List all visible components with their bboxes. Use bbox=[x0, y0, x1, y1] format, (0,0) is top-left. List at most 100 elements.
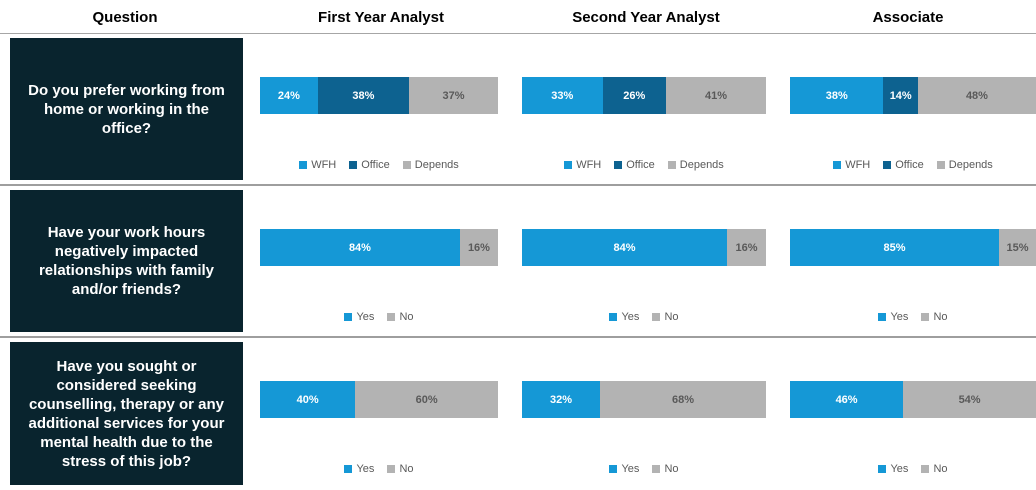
question-cell: Have your work hours negatively impacted… bbox=[0, 186, 250, 336]
legend-item-wfh: WFH bbox=[299, 159, 336, 171]
legend-item-yes: Yes bbox=[878, 311, 908, 323]
legend-item-yes: Yes bbox=[878, 463, 908, 475]
question-row-wfh-office: Do you prefer working from home or worki… bbox=[0, 34, 1036, 186]
chart-cell-first-year-analyst: 24% 38% 37% WFH Office Depends bbox=[250, 34, 512, 184]
question-box: Have you sought or considered seeking co… bbox=[10, 342, 243, 485]
legend-swatch-icon bbox=[667, 161, 676, 169]
legend-item-depends: Depends bbox=[936, 159, 993, 171]
legend-item-no: No bbox=[921, 311, 948, 323]
question-text: Have your work hours negatively impacted… bbox=[38, 224, 215, 298]
legend-swatch-icon bbox=[614, 161, 623, 169]
legend-swatch-icon bbox=[921, 465, 930, 473]
bar-segment-depends: 41% bbox=[665, 77, 766, 114]
question-box: Do you prefer working from home or worki… bbox=[10, 38, 243, 180]
legend: Yes No bbox=[522, 311, 766, 323]
legend-label: WFH bbox=[845, 159, 871, 171]
legend-swatch-icon bbox=[344, 465, 353, 473]
legend-label: Yes bbox=[621, 311, 640, 323]
bar-segment-yes: 84% bbox=[522, 229, 727, 266]
chart-cell-second-year-analyst: 33% 26% 41% WFH Office Depends bbox=[512, 34, 780, 184]
legend-swatch-icon bbox=[299, 161, 308, 169]
legend-swatch-icon bbox=[878, 313, 887, 321]
legend-label: WFH bbox=[311, 159, 337, 171]
question-text: Have you sought or considered seeking co… bbox=[28, 357, 225, 470]
bar-segment-yes: 46% bbox=[790, 381, 904, 418]
stacked-bar: 33% 26% 41% bbox=[522, 77, 766, 114]
stacked-bar: 85% 15% bbox=[790, 229, 1036, 266]
legend-label: Depends bbox=[679, 159, 724, 171]
legend-item-depends: Depends bbox=[667, 159, 724, 171]
legend-swatch-icon bbox=[883, 161, 892, 169]
legend-item-no: No bbox=[387, 311, 414, 323]
legend-swatch-icon bbox=[833, 161, 842, 169]
stacked-bar: 84% 16% bbox=[260, 229, 498, 266]
legend-swatch-icon bbox=[344, 313, 353, 321]
legend-label: No bbox=[664, 311, 679, 323]
legend-label: No bbox=[664, 463, 679, 475]
legend-label: No bbox=[399, 463, 414, 475]
legend-item-office: Office bbox=[883, 159, 924, 171]
bar-segment-yes: 40% bbox=[260, 381, 356, 418]
legend-item-yes: Yes bbox=[609, 311, 639, 323]
legend-label: Depends bbox=[414, 159, 459, 171]
legend-swatch-icon bbox=[564, 161, 573, 169]
legend-item-no: No bbox=[387, 463, 414, 475]
legend: WFH Office Depends bbox=[260, 159, 498, 171]
legend-item-no: No bbox=[652, 311, 679, 323]
legend-label: Yes bbox=[356, 311, 375, 323]
bar-segment-wfh: 33% bbox=[522, 77, 603, 114]
question-row-work-hours-relationships: Have your work hours negatively impacted… bbox=[0, 186, 1036, 338]
question-text: Do you prefer working from home or worki… bbox=[28, 81, 225, 137]
legend-swatch-icon bbox=[387, 465, 396, 473]
bar-segment-office: 26% bbox=[602, 77, 666, 114]
legend: Yes No bbox=[790, 463, 1036, 475]
legend-label: Office bbox=[895, 159, 924, 171]
legend-swatch-icon bbox=[609, 465, 618, 473]
legend-item-yes: Yes bbox=[609, 463, 639, 475]
legend-item-office: Office bbox=[349, 159, 390, 171]
chart-cell-associate: 38% 14% 48% WFH Office Depends bbox=[780, 34, 1036, 184]
legend: Yes No bbox=[790, 311, 1036, 323]
legend-item-yes: Yes bbox=[344, 463, 374, 475]
legend-label: WFH bbox=[576, 159, 602, 171]
legend-item-office: Office bbox=[614, 159, 655, 171]
question-box: Have your work hours negatively impacted… bbox=[10, 190, 243, 332]
legend: WFH Office Depends bbox=[522, 159, 766, 171]
legend-label: No bbox=[933, 463, 948, 475]
bar-segment-no: 15% bbox=[999, 229, 1036, 266]
bar-segment-no: 16% bbox=[459, 229, 498, 266]
legend-label: No bbox=[933, 311, 948, 323]
legend: WFH Office Depends bbox=[790, 159, 1036, 171]
chart-cell-associate: 46% 54% Yes No bbox=[780, 338, 1036, 489]
bar-segment-no: 54% bbox=[903, 381, 1036, 418]
chart-cell-first-year-analyst: 84% 16% Yes No bbox=[250, 186, 512, 336]
legend-item-yes: Yes bbox=[344, 311, 374, 323]
legend-label: Office bbox=[626, 159, 655, 171]
legend-item-wfh: WFH bbox=[833, 159, 870, 171]
bar-segment-wfh: 38% bbox=[790, 77, 884, 114]
chart-cell-first-year-analyst: 40% 60% Yes No bbox=[250, 338, 512, 489]
bar-segment-no: 68% bbox=[600, 381, 766, 418]
bar-segment-depends: 37% bbox=[409, 77, 499, 114]
question-cell: Have you sought or considered seeking co… bbox=[0, 338, 250, 489]
legend-swatch-icon bbox=[878, 465, 887, 473]
column-header-second-year-analyst: Second Year Analyst bbox=[572, 9, 720, 26]
header-row: Question First Year Analyst Second Year … bbox=[0, 0, 1036, 34]
bar-segment-depends: 48% bbox=[917, 77, 1036, 114]
legend-item-depends: Depends bbox=[402, 159, 459, 171]
legend-swatch-icon bbox=[652, 465, 661, 473]
chart-cell-second-year-analyst: 32% 68% Yes No bbox=[512, 338, 780, 489]
bar-segment-yes: 84% bbox=[260, 229, 460, 266]
bar-segment-wfh: 24% bbox=[260, 77, 318, 114]
legend-item-wfh: WFH bbox=[564, 159, 601, 171]
legend: Yes No bbox=[260, 463, 498, 475]
legend-item-no: No bbox=[921, 463, 948, 475]
column-header-first-year-analyst: First Year Analyst bbox=[318, 9, 444, 26]
legend-swatch-icon bbox=[349, 161, 358, 169]
legend-label: Yes bbox=[890, 463, 909, 475]
stacked-bar: 32% 68% bbox=[522, 381, 766, 418]
chart-cell-associate: 85% 15% Yes No bbox=[780, 186, 1036, 336]
legend: Yes No bbox=[260, 311, 498, 323]
stacked-bar: 46% 54% bbox=[790, 381, 1036, 418]
bar-segment-no: 16% bbox=[726, 229, 766, 266]
